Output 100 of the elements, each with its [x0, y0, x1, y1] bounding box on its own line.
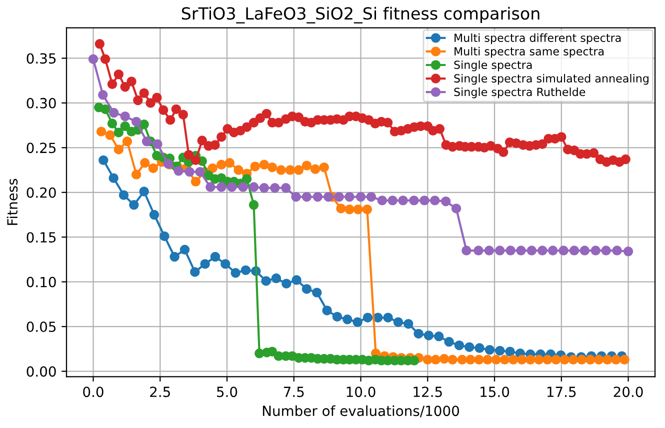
point	[270, 183, 280, 193]
x-tick-label: 10.0	[346, 386, 376, 398]
x-tick-label: 12.5	[414, 386, 442, 398]
point	[170, 252, 180, 262]
point	[623, 246, 634, 256]
chart-title: SrTiO3_LaFeO3_SiO2_Si fitness comparison	[182, 6, 540, 24]
point	[506, 246, 516, 256]
point	[267, 346, 278, 356]
point	[312, 288, 322, 298]
point	[424, 330, 434, 340]
point	[282, 278, 292, 288]
point	[240, 265, 251, 276]
point	[344, 192, 354, 202]
y-tick-label: 0.25	[26, 142, 56, 154]
point	[377, 196, 388, 206]
point	[180, 244, 190, 254]
point	[538, 246, 548, 256]
point	[129, 200, 139, 210]
point	[398, 196, 408, 206]
x-tick-label: 15.0	[480, 386, 510, 398]
point	[248, 200, 259, 210]
point	[120, 121, 130, 132]
point	[312, 192, 323, 202]
point	[420, 196, 430, 206]
point	[580, 246, 590, 256]
point	[495, 346, 505, 356]
point	[210, 252, 220, 262]
x-tick-label: 20.0	[614, 386, 643, 398]
point	[569, 246, 580, 256]
x-tick-label: 5.0	[217, 386, 238, 398]
point	[195, 166, 205, 177]
point	[444, 336, 454, 347]
point	[393, 317, 404, 327]
point	[108, 173, 118, 183]
point	[149, 210, 160, 220]
x-tick-label: 7.5	[284, 386, 304, 398]
point	[430, 196, 440, 206]
point	[261, 276, 271, 286]
point	[474, 246, 484, 256]
point	[404, 319, 414, 329]
y-tick-label: 0.30	[26, 98, 56, 108]
legend-label: Single spectra	[454, 60, 532, 72]
point	[220, 259, 230, 269]
point	[516, 246, 526, 256]
point	[291, 192, 301, 202]
point	[131, 116, 142, 127]
point	[505, 346, 515, 356]
x-tick-label: 17.5	[547, 386, 576, 398]
point	[434, 332, 444, 342]
point	[139, 120, 149, 130]
point	[451, 204, 462, 214]
point	[548, 246, 558, 256]
legend-label: Single spectra simulated annealing	[454, 74, 648, 85]
point	[118, 190, 129, 200]
point	[206, 182, 216, 192]
point	[474, 343, 484, 353]
point	[248, 182, 259, 192]
legend-label: Multi spectra different spectra	[454, 33, 621, 44]
y-tick-label: 0.00	[26, 366, 56, 377]
point	[281, 183, 291, 193]
point	[332, 312, 342, 322]
point	[462, 246, 472, 256]
point	[200, 259, 210, 269]
y-tick-label: 0.35	[26, 53, 56, 64]
y-tick-label: 0.15	[26, 232, 56, 243]
point	[464, 342, 474, 352]
point	[334, 192, 344, 202]
point	[454, 340, 464, 350]
point	[107, 118, 118, 128]
point	[152, 139, 162, 149]
y-tick-label: 0.05	[26, 322, 56, 332]
point	[526, 246, 537, 256]
point	[226, 182, 237, 192]
point	[100, 104, 110, 114]
point	[342, 314, 352, 324]
point	[324, 192, 334, 202]
point	[120, 112, 130, 122]
y-tick-label: 0.10	[26, 276, 56, 288]
point	[139, 186, 149, 196]
point	[259, 183, 270, 193]
point	[302, 192, 312, 202]
point	[98, 90, 108, 100]
legend-label: Single spectra Ruthelde	[454, 88, 586, 98]
x-tick-label: 2.5	[150, 386, 170, 398]
point	[142, 136, 152, 146]
point	[601, 246, 611, 256]
point	[184, 166, 194, 177]
point	[612, 246, 622, 256]
point	[292, 275, 302, 285]
point	[388, 196, 398, 206]
point	[108, 108, 119, 118]
point	[160, 231, 170, 242]
point	[190, 267, 200, 277]
point	[366, 192, 376, 202]
point	[558, 246, 568, 256]
y-axis-title: Fitness	[6, 178, 18, 225]
point	[174, 166, 184, 176]
legend-label: Multi spectra same spectra	[454, 46, 604, 58]
point	[440, 196, 451, 206]
x-tick-label: 0.0	[83, 386, 104, 398]
